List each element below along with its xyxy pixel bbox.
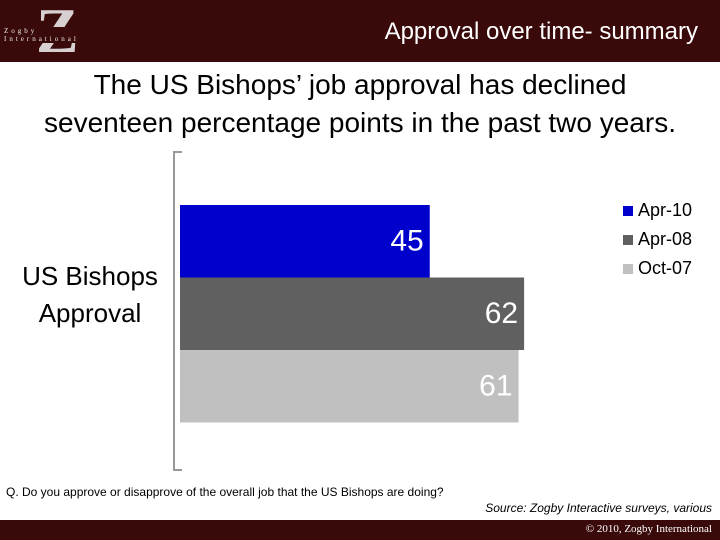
bar	[180, 277, 525, 350]
legend-label: Apr-10	[638, 200, 692, 220]
chart-title: The US Bishops’ job approval has decline…	[44, 69, 676, 138]
legend-swatch	[623, 206, 633, 216]
header-bar	[0, 0, 720, 62]
legend-label: Apr-08	[638, 229, 692, 249]
legend-swatch	[623, 235, 633, 245]
copyright: © 2010, Zogby International	[585, 523, 712, 535]
axis	[173, 151, 182, 471]
source: Source: Zogby Interactive surveys, vario…	[485, 501, 712, 515]
data-label: 62	[485, 297, 518, 330]
bar	[180, 350, 519, 423]
slide-title: Approval over time- summary	[384, 18, 698, 45]
brand: Zogby International	[4, 27, 114, 43]
category-label: US Bishops Approval	[22, 261, 158, 328]
legend-label: Oct-07	[638, 258, 692, 278]
question: Q. Do you approve or disapprove of the o…	[6, 485, 444, 499]
footer-bar	[0, 520, 720, 540]
legend-swatch	[623, 264, 633, 274]
bar	[180, 205, 430, 278]
data-label: 45	[390, 225, 423, 258]
data-label: 61	[479, 370, 512, 403]
